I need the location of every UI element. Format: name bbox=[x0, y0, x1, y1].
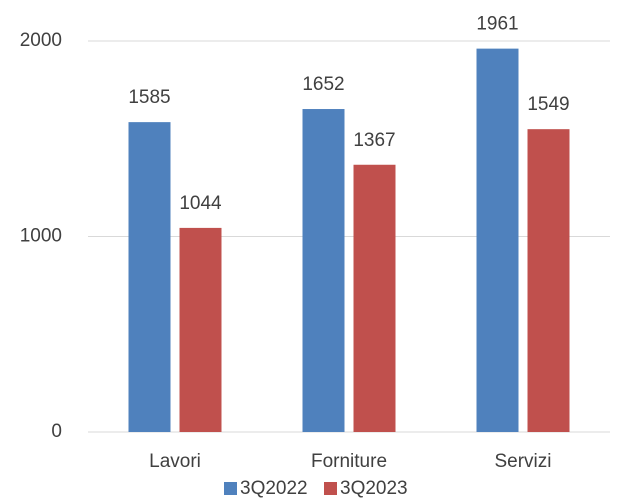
data-label: 1044 bbox=[179, 193, 222, 214]
bar bbox=[476, 48, 519, 432]
data-label: 1961 bbox=[476, 14, 518, 35]
y-tick-label: 0 bbox=[51, 421, 62, 442]
bar bbox=[353, 164, 396, 432]
legend-swatch bbox=[224, 482, 237, 495]
bar bbox=[527, 129, 570, 432]
legend-swatch bbox=[324, 482, 337, 495]
bar bbox=[128, 122, 171, 432]
legend-label: 3Q2022 bbox=[240, 478, 308, 499]
y-tick-label: 1000 bbox=[20, 226, 62, 247]
legend-label: 3Q2023 bbox=[340, 478, 408, 499]
bar bbox=[302, 109, 345, 432]
x-tick-label: Servizi bbox=[494, 451, 551, 472]
data-label: 1367 bbox=[353, 130, 395, 151]
y-tick-label: 2000 bbox=[20, 30, 62, 51]
x-tick-label: Lavori bbox=[149, 451, 201, 472]
data-label: 1585 bbox=[128, 87, 170, 108]
data-label: 1652 bbox=[302, 74, 344, 95]
x-tick-label: Forniture bbox=[311, 451, 387, 472]
bar bbox=[179, 227, 222, 432]
data-label: 1549 bbox=[527, 94, 569, 115]
